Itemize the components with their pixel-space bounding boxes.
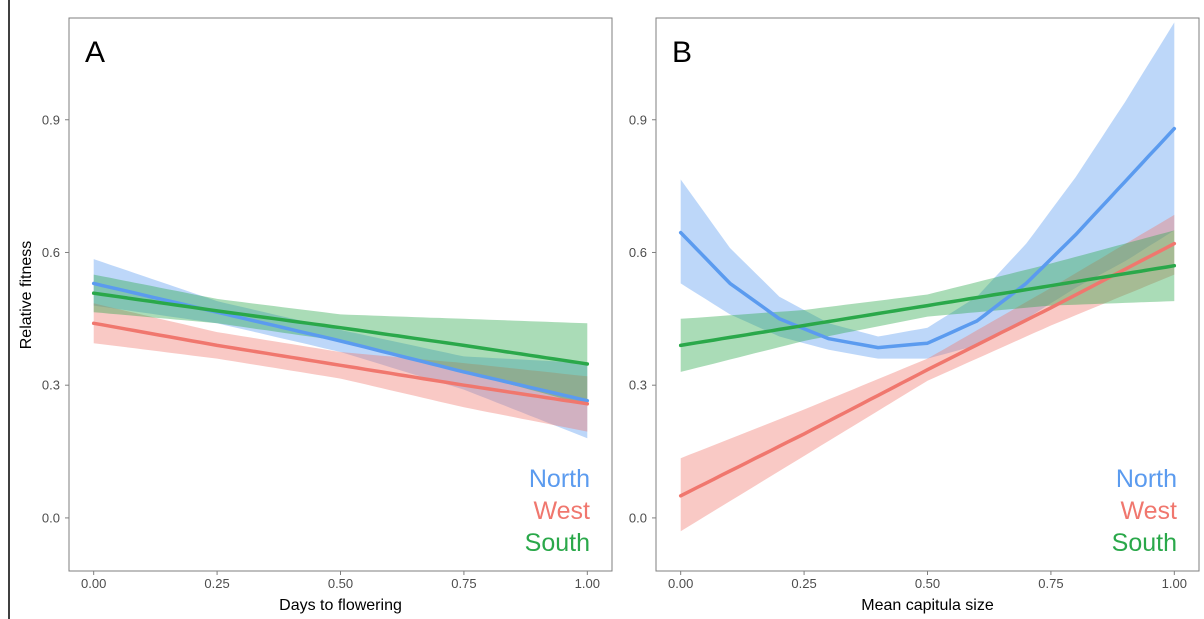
x-tick-label: 1.00 — [1162, 576, 1187, 591]
y-tick-label: 0.3 — [629, 378, 647, 393]
x-tick-label: 0.25 — [791, 576, 816, 591]
x-tick-label: 0.50 — [915, 576, 940, 591]
x-axis-title: Days to flowering — [279, 597, 402, 614]
legend-west: West — [534, 497, 591, 525]
fit-line-north — [91, 281, 590, 403]
panel-b: 0.0 0.3 0.6 0.9 0.00 0.25 0.50 0.75 1.00 Mean cap… — [629, 17, 1200, 614]
fit-line-north — [678, 126, 1177, 350]
legend-north: North — [1116, 465, 1177, 493]
y-tick-label: 0.0 — [629, 510, 647, 525]
x-tick-label: 0.00 — [668, 576, 693, 591]
legend-south: South — [1112, 529, 1177, 557]
x-tick-label: 0.75 — [451, 576, 476, 591]
fit-line-south — [678, 263, 1177, 348]
panel-letter: B — [672, 36, 692, 69]
y-tick-label: 0.9 — [42, 112, 60, 127]
y-tick-label: 0.0 — [42, 510, 60, 525]
legend-west: West — [1121, 497, 1178, 525]
legend-south: South — [525, 529, 590, 557]
x-tick-label: 0.75 — [1038, 576, 1063, 591]
y-tick-label: 0.9 — [629, 112, 647, 127]
confidence-band-west — [680, 214, 1175, 532]
y-tick-label: 0.6 — [42, 245, 60, 260]
x-tick-label: 1.00 — [575, 576, 600, 591]
confidence-band-north — [680, 22, 1175, 359]
confidence-band-north — [93, 259, 588, 439]
x-tick-label: 0.25 — [204, 576, 229, 591]
legend-north: North — [529, 465, 590, 493]
panel-a: 0.0 0.3 0.6 0.9 0.00 0.25 0.50 0.75 1.00 Days to … — [42, 17, 613, 614]
x-tick-label: 0.00 — [81, 576, 106, 591]
fit-line-west — [678, 241, 1177, 498]
y-tick-label: 0.6 — [629, 245, 647, 260]
y-tick-label: 0.3 — [42, 378, 60, 393]
confidence-band-south — [680, 230, 1175, 372]
y-axis-title: Relative fitness — [18, 241, 35, 350]
confidence-band-west — [93, 303, 588, 432]
fit-line-south — [91, 291, 590, 366]
fit-line-west — [91, 321, 590, 406]
x-tick-label: 0.50 — [328, 576, 353, 591]
panel-letter: A — [85, 36, 105, 69]
x-axis-title: Mean capitula size — [861, 597, 994, 614]
